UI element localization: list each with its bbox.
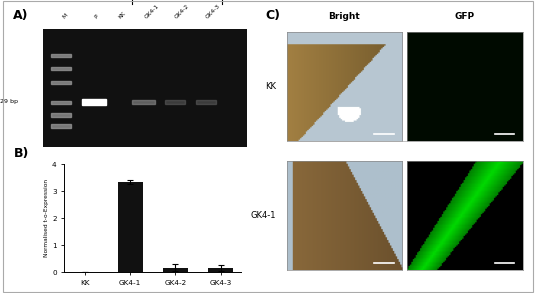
Bar bbox=[81, 99, 106, 105]
Bar bbox=[196, 100, 216, 104]
Text: Bright: Bright bbox=[329, 11, 360, 21]
Bar bbox=[51, 54, 71, 57]
Text: GK4-1: GK4-1 bbox=[144, 4, 160, 20]
Bar bbox=[209, 268, 233, 272]
Bar bbox=[51, 100, 71, 104]
Text: GK4-1: GK4-1 bbox=[250, 211, 276, 220]
Text: GK4-2: GK4-2 bbox=[174, 4, 191, 20]
Text: A): A) bbox=[13, 9, 29, 22]
Text: M: M bbox=[61, 13, 69, 20]
Text: GK4-3: GK4-3 bbox=[205, 4, 221, 20]
Bar bbox=[51, 124, 71, 127]
Bar bbox=[132, 100, 155, 104]
Bar bbox=[51, 67, 71, 70]
Text: KK: KK bbox=[265, 82, 276, 91]
Y-axis label: Normalised t-o-Expression: Normalised t-o-Expression bbox=[44, 179, 49, 257]
Text: P: P bbox=[94, 14, 100, 20]
Bar bbox=[165, 100, 185, 104]
Text: GFP: GFP bbox=[455, 11, 475, 21]
Text: KK: KK bbox=[117, 11, 126, 20]
Text: C): C) bbox=[265, 9, 280, 22]
Bar bbox=[51, 81, 71, 84]
Bar bbox=[163, 268, 188, 272]
Text: 429 bp: 429 bp bbox=[0, 99, 18, 105]
Bar bbox=[51, 113, 71, 117]
Text: B): B) bbox=[13, 146, 29, 159]
Bar bbox=[118, 182, 143, 272]
